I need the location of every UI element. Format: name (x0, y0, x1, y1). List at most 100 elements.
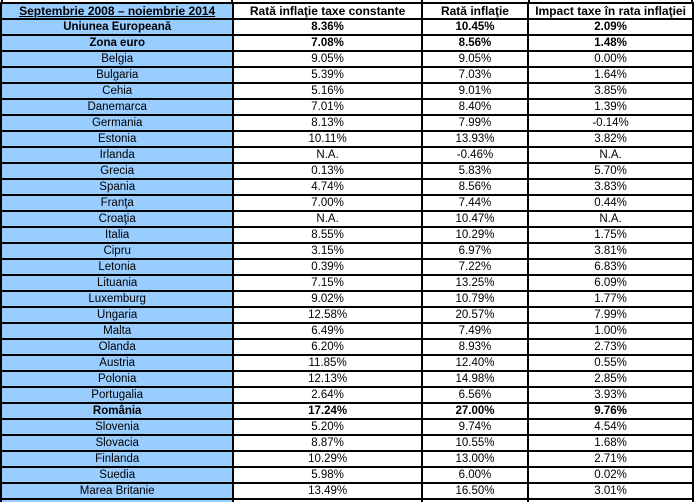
constant-tax-value: N.A. (232, 146, 423, 164)
constant-tax-value: 5.20% (232, 418, 423, 436)
constant-tax-value: 8.13% (232, 114, 423, 132)
inflation-value: 9.01% (420, 82, 530, 100)
constant-tax-value: 0.39% (232, 258, 423, 276)
constant-tax-value: 10.29% (232, 450, 423, 468)
row-label: Irlanda (0, 146, 235, 164)
tax-impact-value: 1.48% (527, 34, 694, 52)
constant-tax-value: 9.05% (232, 50, 423, 68)
row-label: Uniunea Europeană (0, 18, 235, 36)
constant-tax-value: 6.49% (232, 322, 423, 340)
constant-tax-value: 12.58% (232, 306, 423, 324)
constant-tax-value: 7.01% (232, 98, 423, 116)
row-label: România (0, 402, 235, 420)
tax-impact-value: -0.14% (527, 114, 694, 132)
inflation-value: 16.50% (420, 482, 530, 500)
inflation-value: 7.44% (420, 194, 530, 212)
inflation-value: 7.22% (420, 258, 530, 276)
row-label: Ungaria (0, 306, 235, 324)
inflation-value: 8.40% (420, 98, 530, 116)
inflation-value: 12.40% (420, 354, 530, 372)
inflation-value: 10.55% (420, 434, 530, 452)
row-label: Marea Britanie (0, 482, 235, 500)
table-row: Irlanda N.A. -0.46% N.A. (0, 146, 694, 164)
tax-impact-value: 1.68% (527, 434, 694, 452)
row-label: Bulgaria (0, 66, 235, 84)
constant-tax-value: 9.02% (232, 290, 423, 308)
tax-impact-header: Impact taxe în rata inflaţiei (527, 2, 694, 20)
table-row: Franţa 7.00% 7.44% 0.44% (0, 194, 694, 212)
constant-tax-value: 5.39% (232, 66, 423, 84)
inflation-value: 10.29% (420, 226, 530, 244)
constant-tax-value: 8.55% (232, 226, 423, 244)
inflation-value: 10.47% (420, 210, 530, 228)
row-label: Slovenia (0, 418, 235, 436)
inflation-value: 13.93% (420, 130, 530, 148)
inflation-value: 13.00% (420, 450, 530, 468)
table-header: Septembrie 2008 – noiembrie 2014 Rată in… (0, 2, 694, 20)
tax-impact-value: 3.93% (527, 386, 694, 404)
table-row: Estonia 10.11% 13.93% 3.82% (0, 130, 694, 148)
constant-tax-value: 12.13% (232, 370, 423, 388)
table-row: Malta 6.49% 7.49% 1.00% (0, 322, 694, 340)
constant-tax-value: 7.08% (232, 34, 423, 52)
tax-impact-value: 2.85% (527, 370, 694, 388)
table-row: Croaţia N.A. 10.47% N.A. (0, 210, 694, 228)
inflation-value: 6.56% (420, 386, 530, 404)
row-label: Olanda (0, 338, 235, 356)
inflation-value (420, 498, 530, 502)
constant-tax-value: 11.85% (232, 354, 423, 372)
row-label: Belgia (0, 50, 235, 68)
cropped-row-top-border (0, 0, 694, 2)
constant-tax-value: 0.13% (232, 162, 423, 180)
constant-tax-value: N.A. (232, 210, 423, 228)
row-label: Luxemburg (0, 290, 235, 308)
table-row: Luxemburg 9.02% 10.79% 1.77% (0, 290, 694, 308)
tax-impact-value (527, 498, 694, 502)
cropped-row-bottom (0, 498, 694, 502)
constant-tax-header: Rată inflaţie taxe constante (232, 2, 423, 20)
tax-impact-value: 1.75% (527, 226, 694, 244)
row-label: Polonia (0, 370, 235, 388)
table-row: Portugalia 2.64% 6.56% 3.93% (0, 386, 694, 404)
constant-tax-value: 8.36% (232, 18, 423, 36)
tax-impact-value: 0.44% (527, 194, 694, 212)
inflation-value: 5.83% (420, 162, 530, 180)
constant-tax-value: 17.24% (232, 402, 423, 420)
row-label: Estonia (0, 130, 235, 148)
tax-impact-value: 2.73% (527, 338, 694, 356)
row-label: Croaţia (0, 210, 235, 228)
row-label: Grecia (0, 162, 235, 180)
tax-impact-value: 3.81% (527, 242, 694, 260)
row-label: Danemarca (0, 98, 235, 116)
row-label: Malta (0, 322, 235, 340)
tax-impact-value: 0.02% (527, 466, 694, 484)
inflation-value: 7.49% (420, 322, 530, 340)
constant-tax-value: 8.87% (232, 434, 423, 452)
inflation-value: 6.00% (420, 466, 530, 484)
row-label: Spania (0, 178, 235, 196)
constant-tax-value: 13.49% (232, 482, 423, 500)
row-label (0, 498, 235, 502)
table-row: Germania 8.13% 7.99% -0.14% (0, 114, 694, 132)
constant-tax-value: 10.11% (232, 130, 423, 148)
row-label: Portugalia (0, 386, 235, 404)
table-row: Letonia 0.39% 7.22% 6.83% (0, 258, 694, 276)
inflation-value: 8.56% (420, 34, 530, 52)
tax-impact-value: 2.71% (527, 450, 694, 468)
table-row: Bulgaria 5.39% 7.03% 1.64% (0, 66, 694, 84)
tax-impact-value: 6.09% (527, 274, 694, 292)
table-row: Belgia 9.05% 9.05% 0.00% (0, 50, 694, 68)
inflation-value: 8.56% (420, 178, 530, 196)
tax-impact-value: 3.83% (527, 178, 694, 196)
tax-impact-value: 4.54% (527, 418, 694, 436)
tax-impact-value: 6.83% (527, 258, 694, 276)
inflation-value: 9.05% (420, 50, 530, 68)
table-row: România 17.24% 27.00% 9.76% (0, 402, 694, 420)
row-label: Italia (0, 226, 235, 244)
period-header: Septembrie 2008 – noiembrie 2014 (0, 2, 235, 20)
constant-tax-value: 4.74% (232, 178, 423, 196)
constant-tax-value: 3.15% (232, 242, 423, 260)
tax-impact-value: 0.55% (527, 354, 694, 372)
table-row: Slovacia 8.87% 10.55% 1.68% (0, 434, 694, 452)
